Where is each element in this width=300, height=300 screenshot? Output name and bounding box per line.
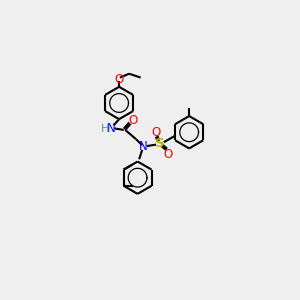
Text: S: S bbox=[155, 137, 165, 150]
Text: O: O bbox=[152, 126, 161, 139]
Text: O: O bbox=[128, 114, 138, 127]
Text: N: N bbox=[140, 140, 148, 153]
Text: O: O bbox=[164, 148, 173, 161]
Text: O: O bbox=[115, 74, 124, 86]
Text: H: H bbox=[101, 124, 110, 134]
Text: N: N bbox=[107, 122, 116, 135]
